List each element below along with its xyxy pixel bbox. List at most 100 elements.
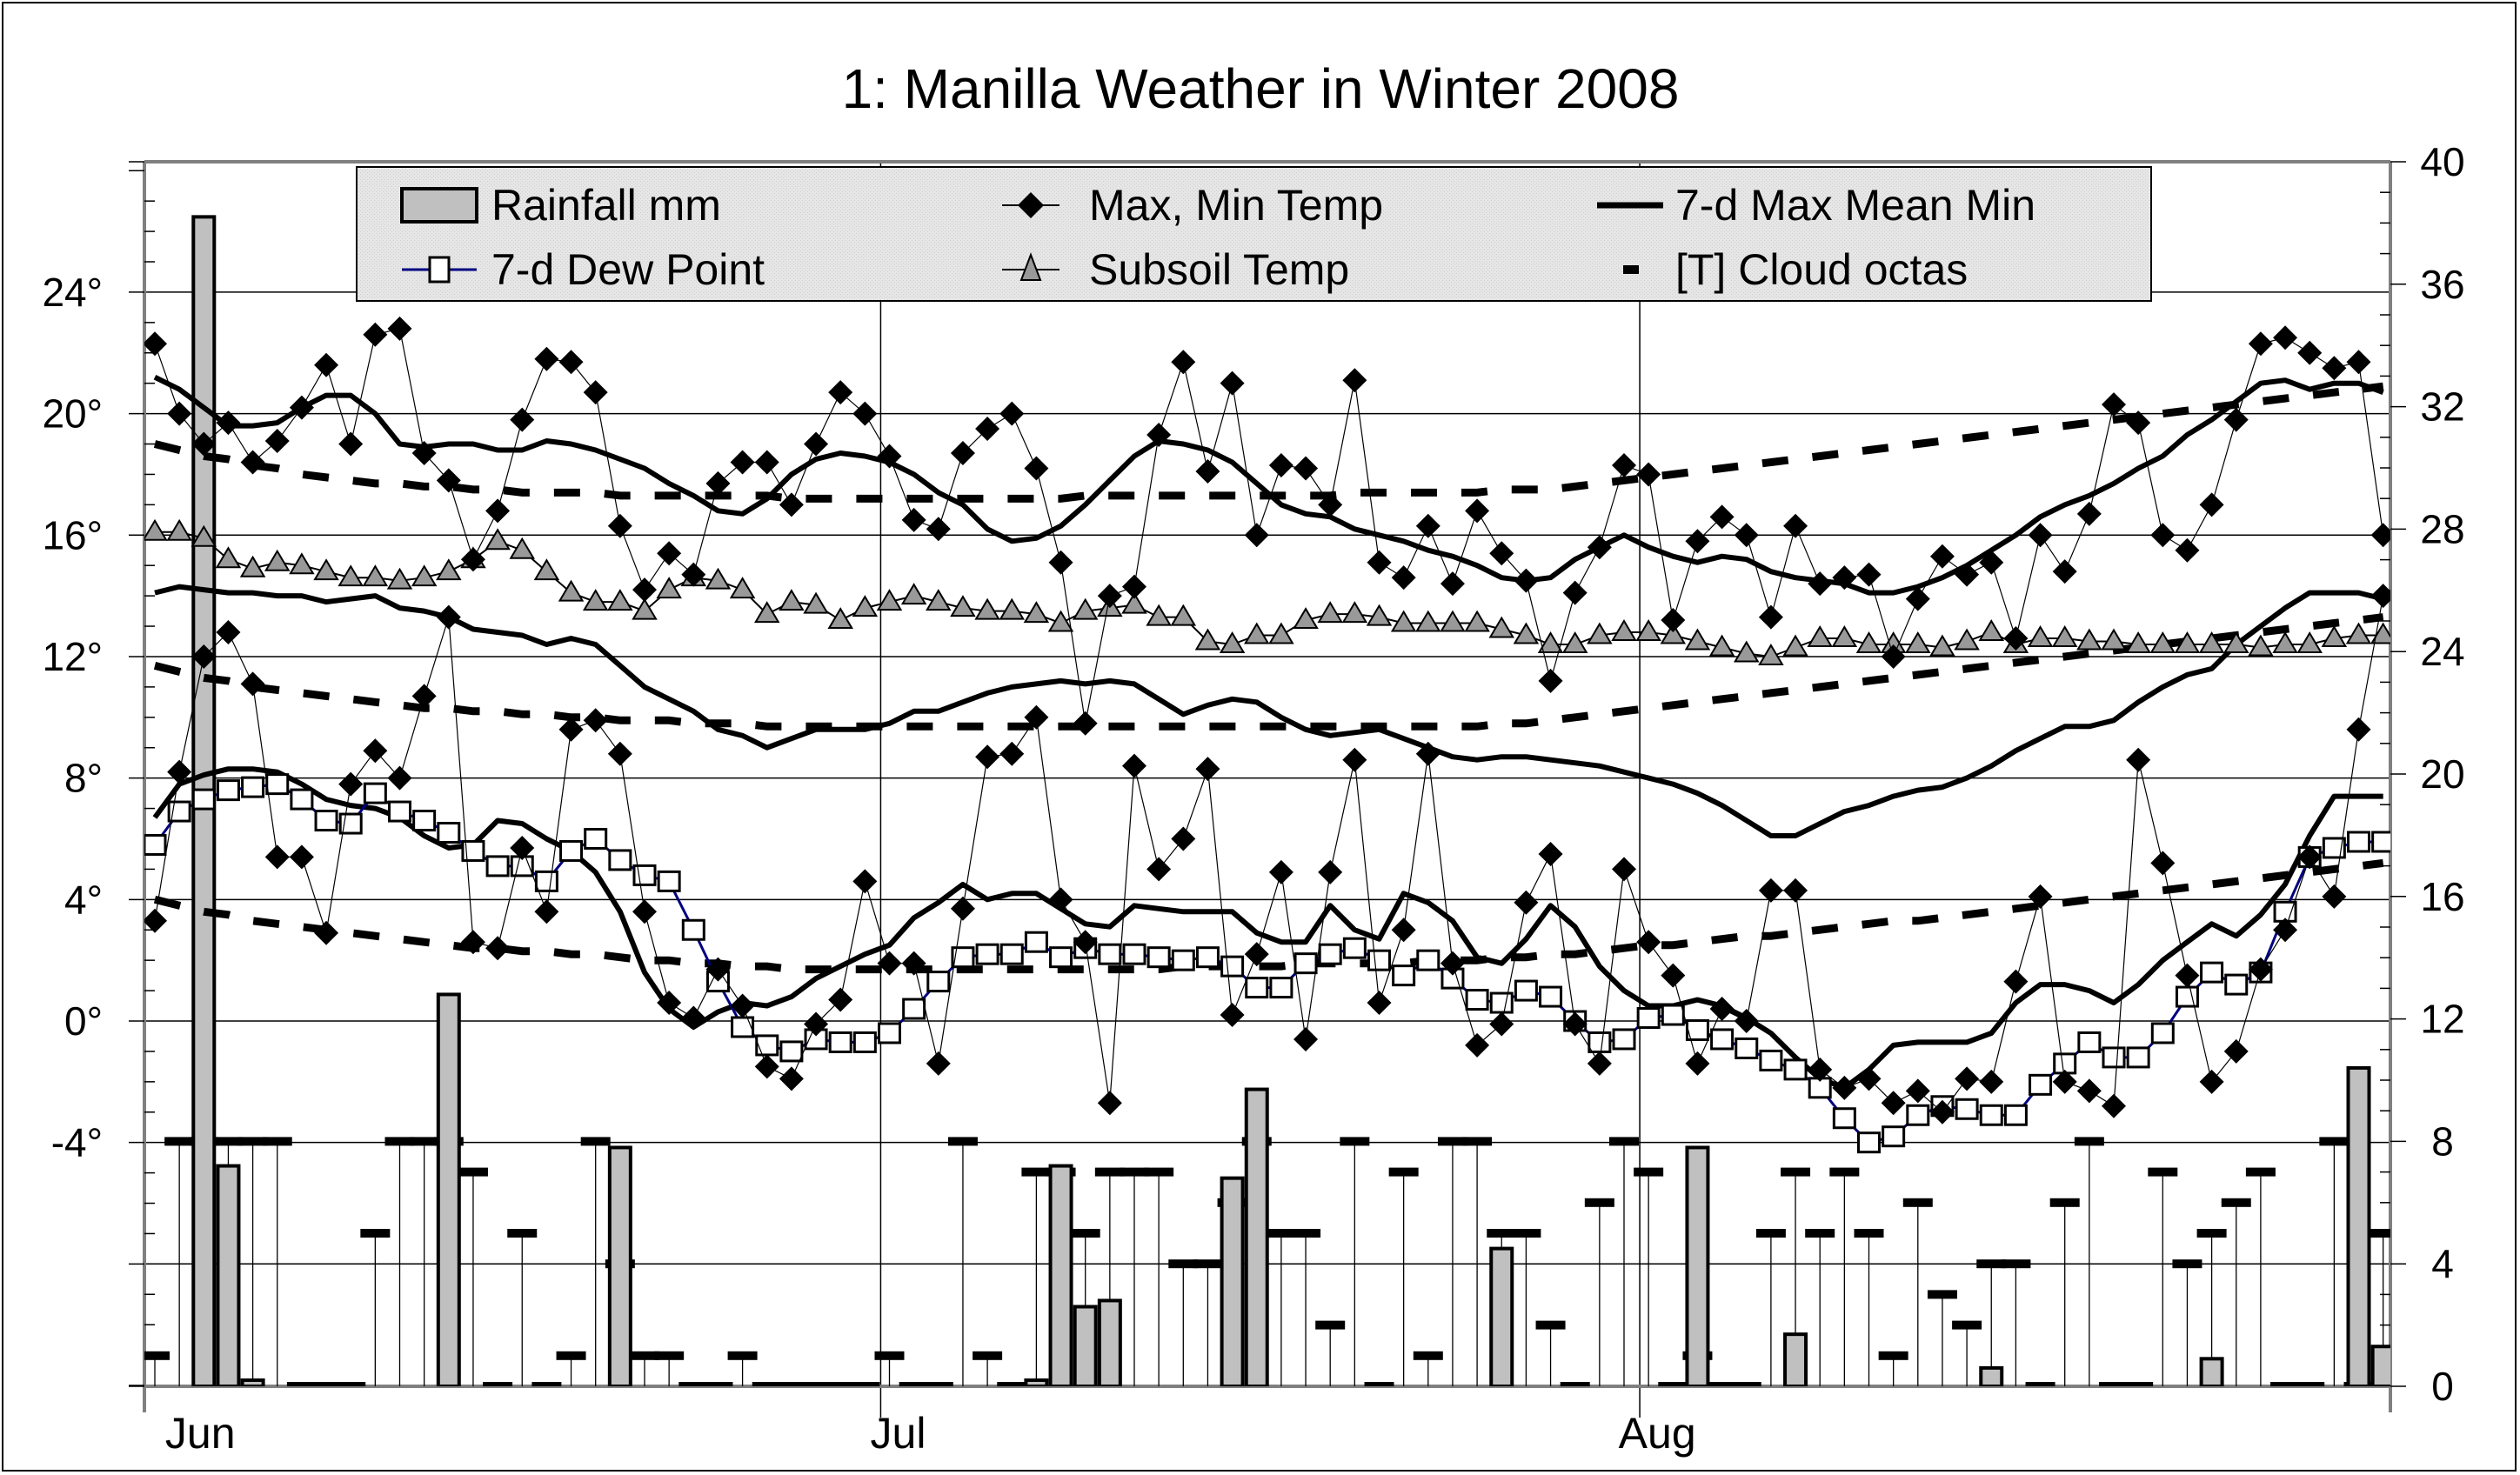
dew-square-marker <box>1539 985 1563 1008</box>
subsoil-triangle-marker <box>2076 628 2102 651</box>
cloud-dash <box>1168 1259 1199 1269</box>
dew-square-marker <box>951 946 975 969</box>
max-temp-diamond-marker <box>730 450 755 475</box>
right-tick-label: 12 <box>2420 997 2464 1042</box>
subsoil-line <box>155 531 2383 658</box>
subsoil-triangle-marker <box>485 528 511 551</box>
left-tick-label: 24° <box>42 270 103 315</box>
subsoil-triangle-marker <box>1464 610 1490 632</box>
subsoil-triangle-marker <box>827 607 853 630</box>
subsoil-triangle-marker <box>950 595 976 617</box>
cloud-dash <box>1487 1229 1517 1238</box>
cloud-dash <box>1609 1137 1639 1146</box>
max-temp-diamond-marker <box>877 444 902 469</box>
subsoil-triangle-marker <box>1047 610 1074 632</box>
min-temp-diamond-marker <box>1612 857 1636 882</box>
min-temp-diamond-marker <box>1856 1066 1882 1091</box>
min-temp-diamond-marker <box>975 744 1000 770</box>
legend-maxmin-label: Max, Min Temp <box>1089 181 1383 230</box>
max-temp-diamond-marker <box>999 401 1025 426</box>
min-temp-diamond-marker <box>1415 741 1440 766</box>
cloud-dash <box>336 1382 366 1386</box>
max-temp-diamond-marker <box>460 547 485 572</box>
max-temp-diamond-marker <box>558 350 584 375</box>
subsoil-triangle-marker <box>2149 631 2176 653</box>
dew-square-marker <box>1049 946 1073 969</box>
subsoil-triangle-marker <box>239 555 266 577</box>
max-temp-diamond-marker <box>2076 501 2102 526</box>
max-temp-diamond-marker <box>1685 529 1710 554</box>
cloud-dash <box>2368 1229 2390 1238</box>
min-temp-diamond-marker <box>1440 951 1465 976</box>
max-temp-diamond-marker <box>1342 368 1367 393</box>
min-temp-diamond-marker <box>387 765 412 791</box>
max-temp-diamond-marker <box>2223 407 2249 432</box>
subsoil-triangle-marker <box>1415 610 1441 632</box>
cloud-dash <box>973 1351 1003 1360</box>
max-temp-diamond-marker <box>1048 550 1073 575</box>
subsoil-triangle-marker <box>2101 628 2127 651</box>
cloud-dash <box>164 1137 195 1146</box>
subsoil-triangle-marker <box>1660 622 1687 644</box>
min-temp-diamond-marker <box>1587 1051 1612 1076</box>
cloud-dash <box>2270 1382 2301 1386</box>
min-temp-diamond-marker <box>1929 1099 1955 1125</box>
cloud-dash <box>2049 1198 2080 1207</box>
min-temp-diamond-marker <box>1465 1032 1490 1058</box>
dew-square-marker <box>902 998 926 1020</box>
month-label: Aug <box>1619 1409 1696 1458</box>
min-temp-diamond-marker <box>1489 1011 1514 1037</box>
max-temp-diamond-marker <box>901 507 926 532</box>
min-temp-diamond-marker <box>999 741 1025 766</box>
subsoil-triangle-marker <box>632 597 658 620</box>
month-label: Jun <box>165 1409 236 1458</box>
min-temp-diamond-marker <box>2175 963 2200 988</box>
cloud-dash <box>1340 1137 1370 1146</box>
min-temp-diamond-marker <box>730 993 755 1018</box>
min-temp-diamond-marker <box>1905 1078 1930 1104</box>
max-temp-diamond-marker <box>583 380 608 405</box>
min-temp-diamond-marker <box>657 991 682 1016</box>
max-temp-diamond-marker <box>240 450 265 475</box>
cloud-dash <box>1388 1167 1419 1177</box>
left-tick-label: -4° <box>51 1120 103 1165</box>
left-tick-label: 0° <box>64 998 103 1044</box>
min-temp-diamond-marker <box>950 896 975 921</box>
min-temp-diamond-marker <box>1562 1011 1588 1037</box>
cloud-dash <box>1755 1229 1786 1238</box>
subsoil-triangle-marker <box>1537 631 1564 653</box>
cloud-dash <box>1584 1198 1614 1207</box>
dew-square-marker <box>1685 1018 1709 1041</box>
subsoil-triangle-marker <box>974 597 1000 620</box>
min-temp-diamond-marker <box>1832 1075 1857 1100</box>
legend-subsoil-label: Subsoil Temp <box>1089 245 1349 294</box>
cloud-dash <box>2123 1382 2154 1386</box>
rainfall-bar <box>1783 1332 1808 1386</box>
cloud-dash <box>144 1351 170 1360</box>
subsoil-triangle-marker <box>2248 634 2274 657</box>
max-temp-diamond-marker <box>338 431 364 457</box>
subsoil-triangle-marker <box>1905 631 1931 653</box>
max-temp-diamond-marker <box>363 322 388 347</box>
cloud-dash <box>2319 1137 2350 1146</box>
dew-square-marker <box>1832 1107 1856 1130</box>
cloud-dash <box>1976 1259 2007 1269</box>
dew-square-marker <box>828 1031 852 1053</box>
subsoil-triangle-marker <box>2174 631 2201 653</box>
max-temp-diamond-marker <box>2322 356 2347 381</box>
cloud-dash <box>2295 1382 2325 1386</box>
subsoil-triangle-marker <box>1023 601 1050 624</box>
dew-square-marker <box>1857 1131 1881 1154</box>
left-tick-label: 20° <box>42 391 103 437</box>
right-tick-label: 4 <box>2431 1241 2454 1286</box>
dew-square-marker <box>1979 1104 2003 1126</box>
dew-square-marker <box>144 833 167 856</box>
left-tick-label: 4° <box>64 877 103 922</box>
min-temp-diamond-marker <box>314 920 339 945</box>
dew-square-marker <box>363 782 387 804</box>
cloud-dash <box>1144 1167 1174 1177</box>
left-tick-label: 12° <box>42 634 103 679</box>
dew-square-marker <box>1269 977 1293 999</box>
subsoil-triangle-marker <box>166 518 192 541</box>
dew-square-marker <box>2224 973 2249 996</box>
